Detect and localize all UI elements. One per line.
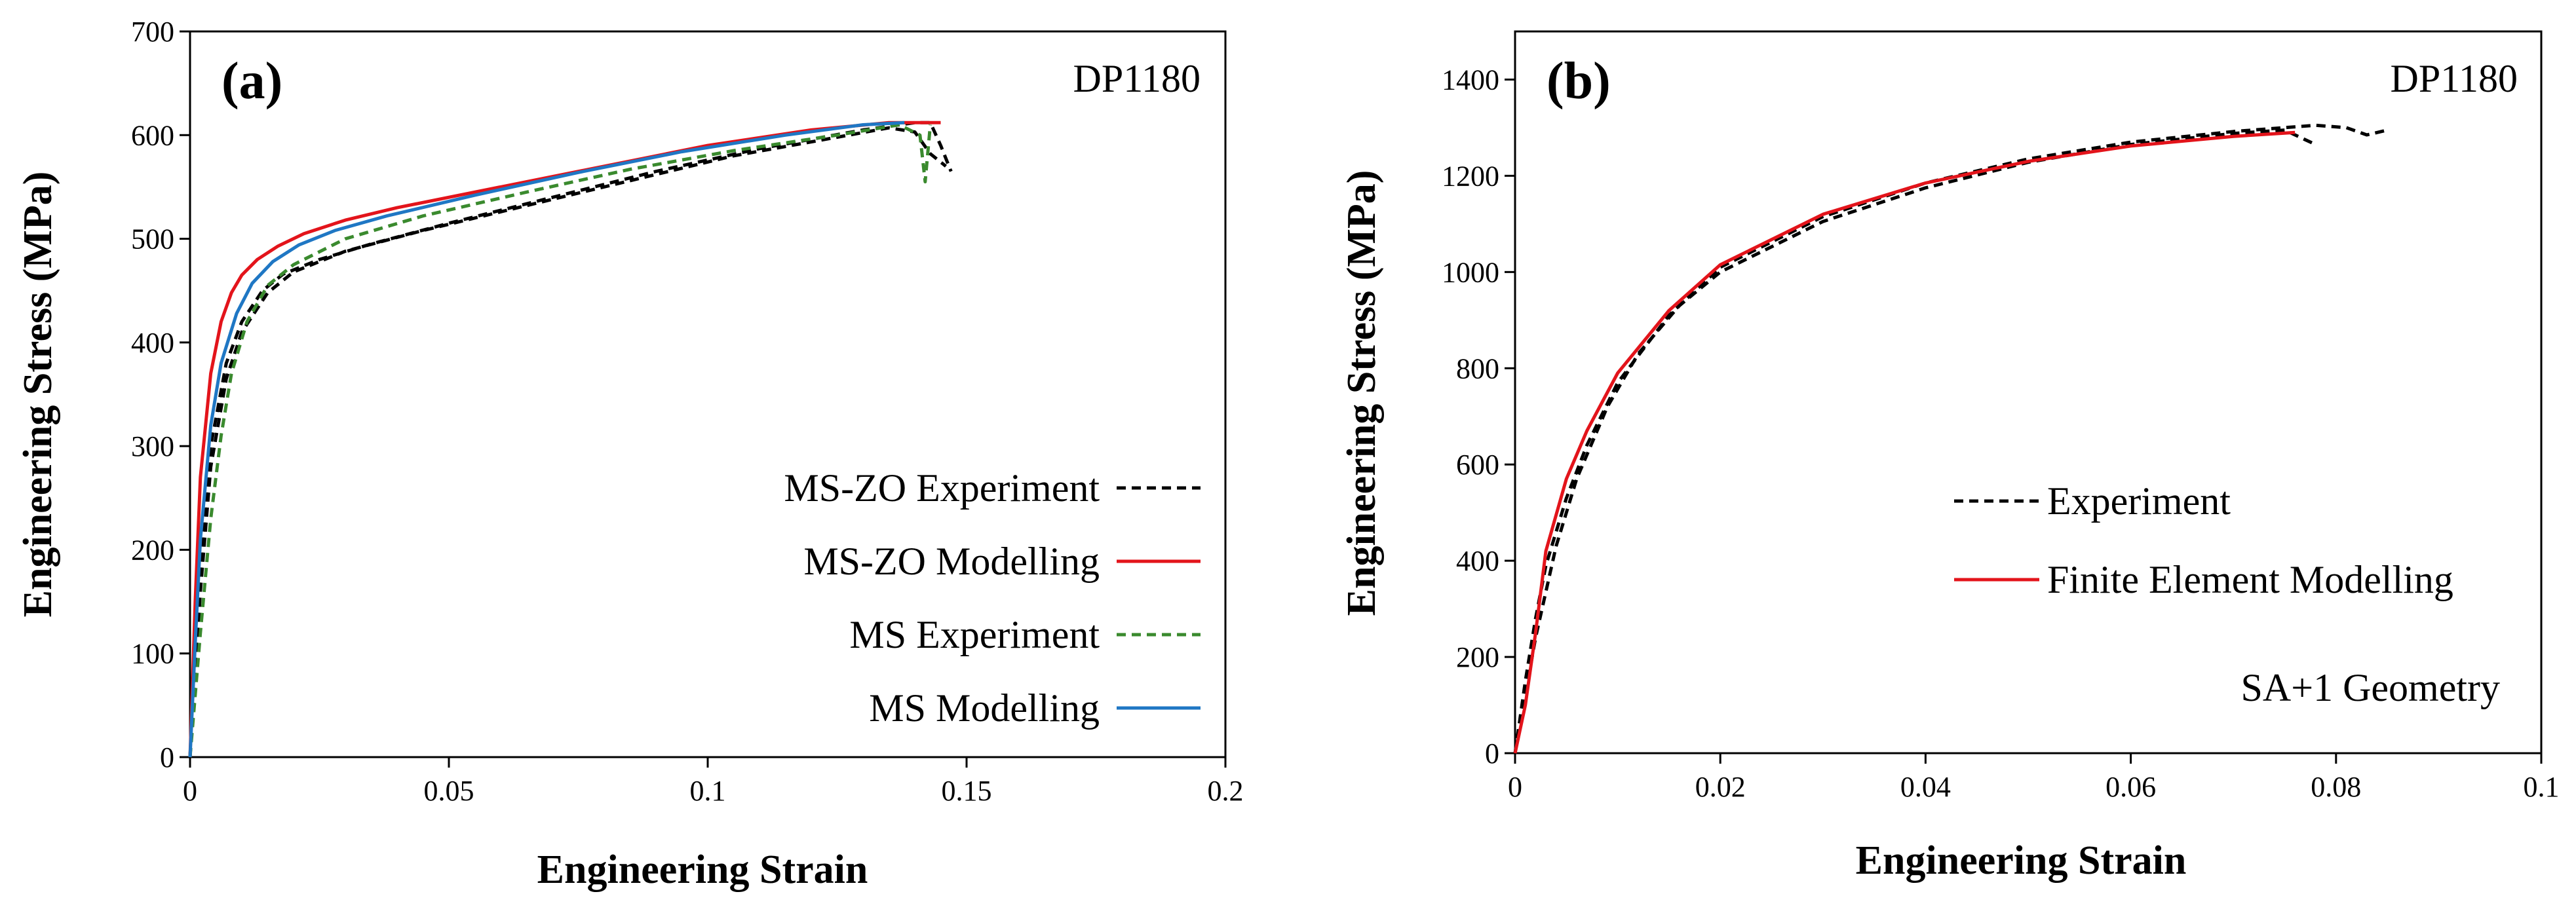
y-tick-label-b: 400 (1456, 545, 1499, 577)
x-axis-b: 0 0.02 0.04 0.06 0.08 0.1 (1508, 753, 2560, 803)
series-line-finite-element-modelling (1513, 130, 2296, 754)
y-axis-title-a: Engineering Stress (MPa) (16, 172, 60, 618)
series-line-ms-zo-experiment-repeat (188, 126, 947, 758)
series-line-experiment-repeat (1513, 128, 2316, 754)
x-tick-label-b: 0.06 (2105, 771, 2156, 803)
y-tick-label-b: 600 (1456, 449, 1499, 481)
y-tick-label-a: 500 (131, 223, 174, 255)
x-tick-label-a: 0.2 (1208, 775, 1244, 807)
y-axis-a: 0 100 200 300 400 500 600 700 (131, 16, 190, 773)
y-axis-title-b: Engineering Stress (MPa) (1339, 170, 1384, 616)
legend-b: Experiment Finite Element Modelling (1954, 479, 2453, 601)
x-tick-label-a: 0.1 (690, 775, 726, 807)
y-tick-label-b: 1400 (1442, 64, 1499, 96)
x-tick-label-a: 0.15 (942, 775, 992, 807)
y-tick-label-a: 0 (160, 741, 174, 773)
annotation-b: DP1180 (2391, 57, 2518, 100)
x-axis-a: 0 0.05 0.1 0.15 0.2 (183, 757, 1244, 807)
panel-label-a: (a) (221, 52, 282, 110)
legend-label: MS Modelling (869, 686, 1100, 730)
series-line-ms-modelling (188, 121, 905, 758)
series-group-a (188, 121, 953, 758)
x-tick-label-b: 0.02 (1695, 771, 1746, 803)
x-tick-label-a: 0.05 (424, 775, 474, 807)
y-tick-label-b: 0 (1485, 737, 1499, 770)
annotation-a: DP1180 (1073, 57, 1201, 100)
series-group-b (1513, 123, 2388, 754)
y-tick-label-a: 700 (131, 16, 174, 48)
panel-a: 0 100 200 300 400 500 600 700 0 0.05 0.1 0.15 0.2 (… (16, 16, 1244, 892)
geometry-annotation-b: SA+1 Geometry (2241, 666, 2500, 709)
y-tick-label-a: 400 (131, 327, 174, 359)
x-tick-label-b: 0.04 (1900, 771, 1951, 803)
y-tick-label-b: 1200 (1442, 160, 1499, 192)
series-line-ms-zo-experiment (188, 121, 953, 758)
y-tick-label-a: 300 (131, 430, 174, 462)
x-axis-title-a: Engineering Strain (537, 848, 868, 892)
legend-label: MS-ZO Experiment (784, 466, 1100, 510)
x-tick-label-a: 0 (183, 775, 197, 807)
x-tick-label-b: 0.1 (2524, 771, 2560, 803)
legend-label: MS Experiment (849, 613, 1100, 656)
y-tick-label-b: 1000 (1442, 256, 1499, 288)
y-tick-label-a: 200 (131, 534, 174, 566)
series-line-ms-zo-modelling (188, 121, 941, 758)
plot-area-b (1514, 30, 2543, 755)
y-tick-label-a: 600 (131, 119, 174, 151)
x-axis-title-b: Engineering Strain (1856, 838, 2187, 883)
series-line-experiment (1513, 123, 2388, 754)
y-axis-b: 0 200 400 600 800 1000 1200 1400 (1442, 64, 1515, 770)
legend-label: MS-ZO Modelling (803, 540, 1100, 583)
y-tick-label-b: 200 (1456, 641, 1499, 673)
y-tick-label-b: 800 (1456, 352, 1499, 384)
series-line-ms-experiment (188, 123, 932, 758)
x-tick-label-b: 0.08 (2311, 771, 2361, 803)
panel-label-b: (b) (1547, 52, 1611, 110)
x-tick-label-b: 0 (1508, 771, 1522, 803)
legend-a: MS-ZO Experiment MS-ZO Modelling MS Experi… (784, 466, 1201, 730)
y-tick-label-a: 100 (131, 638, 174, 670)
legend-label: Experiment (2047, 479, 2231, 523)
legend-label: Finite Element Modelling (2047, 558, 2453, 601)
